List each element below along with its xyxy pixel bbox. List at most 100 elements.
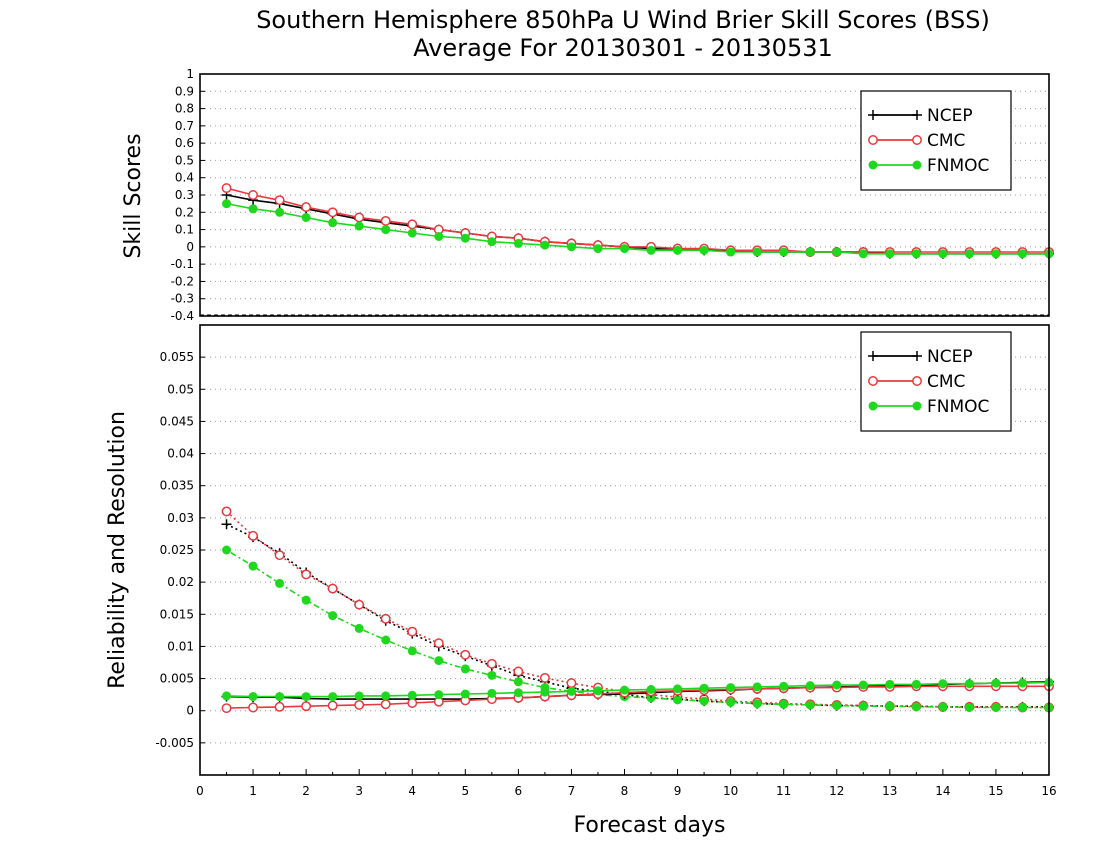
data-point-fnmoc (938, 702, 948, 712)
data-point-fnmoc (779, 699, 789, 709)
ytick-label: 0.03 (167, 511, 194, 525)
data-point-fnmoc (275, 692, 285, 702)
data-point-fnmoc (354, 221, 364, 231)
data-point-fnmoc (407, 690, 417, 700)
legend-label-cmc: CMC (927, 131, 965, 151)
data-point-fnmoc (1017, 703, 1027, 712)
data-point-fnmoc (726, 683, 736, 693)
data-point-fnmoc (354, 691, 364, 701)
data-point-fnmoc (858, 249, 868, 259)
data-point-cmc (539, 672, 550, 683)
legend: NCEP CMC FNMOC (860, 331, 1012, 432)
data-point-fnmoc (407, 646, 417, 656)
legend-marker-ncep (868, 351, 878, 361)
data-point-fnmoc (248, 561, 258, 571)
data-point-cmc (460, 649, 471, 660)
data-point-fnmoc (566, 242, 576, 252)
data-point-fnmoc (275, 207, 285, 217)
data-point-cmc (354, 212, 365, 223)
ytick-label: 0.5 (175, 153, 194, 167)
data-point-fnmoc (699, 245, 709, 255)
ytick-label: 0.6 (175, 136, 194, 150)
data-point-fnmoc (832, 680, 842, 690)
data-point-fnmoc (620, 685, 629, 695)
data-point-fnmoc (885, 701, 895, 711)
skill-score-panel: 1 0.9 0.8 0.7 0.6 0.5 0.4 0.3 0.2 0.1 0 -0.1 -0.2 -0.… (121, 67, 1054, 323)
xtick-label: 13 (882, 784, 897, 798)
data-point-cmc (274, 195, 285, 206)
legend-label-fnmoc: FNMOC (927, 397, 989, 417)
reliability-resolution-panel: 0.055 0.05 0.045 0.04 0.035 0.03 0.025 0.02 0.01… (105, 324, 1057, 838)
legend-marker-ncep (912, 110, 922, 120)
xtick-label: 11 (776, 784, 791, 798)
series-line-fnmoc-resolution (226, 549, 1049, 709)
data-point-fnmoc (885, 679, 895, 689)
plot-frame (199, 324, 1050, 776)
data-point-cmc (433, 638, 444, 649)
data-point-cmc (248, 530, 259, 541)
data-point-fnmoc (222, 199, 232, 209)
data-point-fnmoc (832, 247, 842, 257)
data-point-cmc (301, 569, 312, 580)
data-point-cmc (407, 219, 418, 230)
ytick-label: 0.01 (167, 639, 194, 653)
ytick-label: 0.9 (175, 84, 194, 98)
data-point-cmc (327, 207, 338, 218)
data-point-cmc (566, 678, 577, 689)
data-point-cmc (486, 658, 497, 669)
ytick-label: 0.1 (175, 223, 194, 237)
data-point-fnmoc (460, 689, 470, 699)
legend-marker-fnmoc (912, 401, 922, 411)
data-point-fnmoc (540, 687, 550, 697)
legend-marker-cmc (868, 135, 878, 145)
data-point-fnmoc (301, 692, 311, 702)
data-point-fnmoc (434, 690, 444, 700)
data-point-fnmoc (593, 244, 603, 254)
data-point-fnmoc (752, 247, 762, 257)
data-point-fnmoc (381, 635, 391, 645)
data-point-cmc (248, 702, 259, 713)
data-point-fnmoc (699, 683, 709, 693)
data-point-fnmoc (434, 231, 444, 241)
data-point-fnmoc (805, 700, 815, 710)
data-point-cmc (327, 583, 338, 594)
data-point-cmc (407, 698, 418, 708)
data-point-fnmoc (540, 240, 550, 250)
data-point-fnmoc (726, 247, 736, 257)
xtick-label: 4 (408, 784, 416, 798)
data-point-fnmoc (752, 699, 762, 709)
data-point-fnmoc (328, 218, 338, 228)
ytick-label: 0.015 (160, 607, 194, 621)
data-point-fnmoc (275, 578, 285, 588)
xtick-label: 9 (674, 784, 682, 798)
data-point-fnmoc (885, 249, 895, 259)
xtick-label: 7 (568, 784, 576, 798)
data-point-fnmoc (248, 692, 258, 702)
ytick-label: 0.02 (167, 575, 194, 589)
data-point-fnmoc (805, 247, 815, 257)
data-point-cmc (221, 703, 232, 714)
ytick-label: 1 (186, 67, 194, 81)
data-point-fnmoc (938, 679, 948, 689)
data-point-fnmoc (593, 686, 603, 696)
chart-title-line2: Average For 20130301 - 20130531 (413, 34, 833, 62)
ytick-label: -0.2 (171, 274, 194, 288)
x-axis-title: Forecast days (573, 813, 725, 838)
data-point-fnmoc (911, 679, 921, 689)
ytick-label: 0 (186, 704, 194, 718)
data-point-fnmoc (513, 238, 523, 248)
data-point-fnmoc (487, 688, 497, 698)
data-point-fnmoc (1017, 678, 1027, 688)
data-point-fnmoc (779, 681, 789, 691)
series-line-cmc (226, 187, 1049, 253)
data-point-fnmoc (566, 686, 576, 696)
data-point-fnmoc (381, 691, 391, 701)
data-point-fnmoc (460, 233, 470, 243)
data-point-fnmoc (354, 623, 364, 633)
legend-marker-cmc (912, 135, 922, 145)
xtick-label: 12 (829, 784, 844, 798)
legend-marker-fnmoc (868, 401, 878, 411)
data-point-cmc (248, 190, 259, 200)
data-point-cmc (301, 701, 312, 712)
data-point-fnmoc (699, 696, 709, 706)
